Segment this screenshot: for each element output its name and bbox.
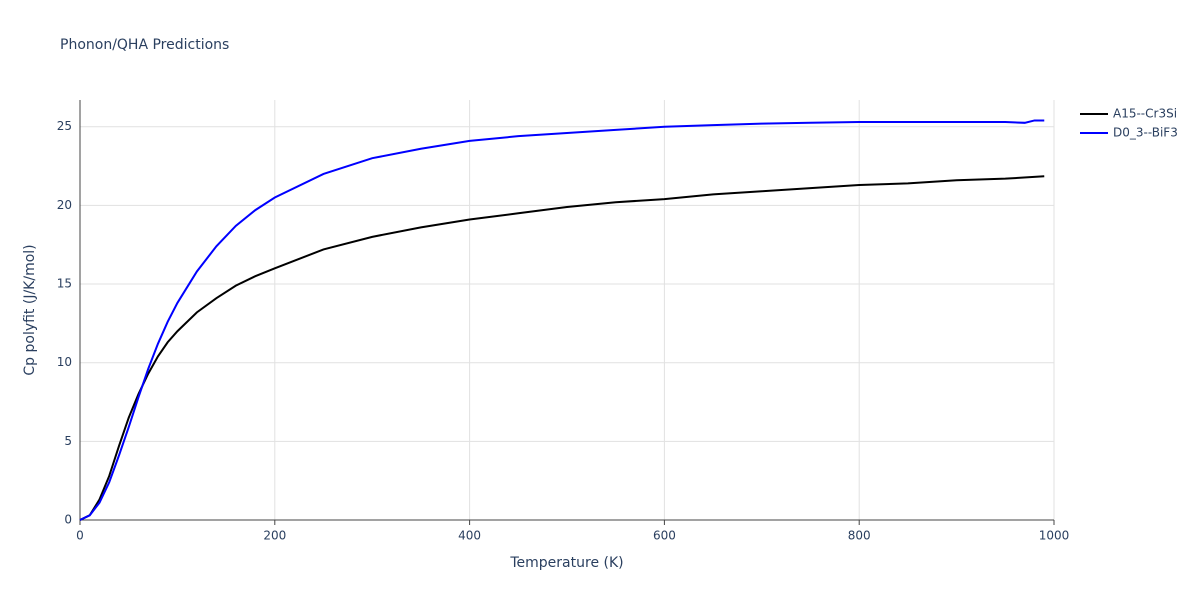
y-tick-label: 5	[64, 434, 72, 448]
x-tick-label: 400	[458, 529, 481, 543]
y-axis-label: Cp polyfit (J/K/mol)	[22, 244, 38, 375]
x-tick-label: 800	[848, 529, 871, 543]
y-tick-label: 10	[57, 355, 72, 369]
y-tick-label: 25	[57, 119, 72, 133]
y-tick-label: 15	[57, 277, 72, 291]
x-tick-label: 600	[653, 529, 676, 543]
data-line	[79, 175, 1045, 521]
data-line	[79, 119, 1045, 521]
chart-title: Phonon/QHA Predictions	[60, 37, 229, 53]
legend-label: D0_3--BiF3	[1113, 126, 1178, 140]
legend-label: A15--Cr3Si	[1113, 107, 1177, 121]
y-tick-label: 20	[57, 198, 72, 212]
x-axis-label: Temperature (K)	[509, 555, 623, 571]
y-tick-label: 0	[64, 513, 72, 527]
x-tick-label: 0	[76, 529, 84, 543]
x-tick-label: 1000	[1039, 529, 1070, 543]
x-tick-label: 200	[263, 529, 286, 543]
